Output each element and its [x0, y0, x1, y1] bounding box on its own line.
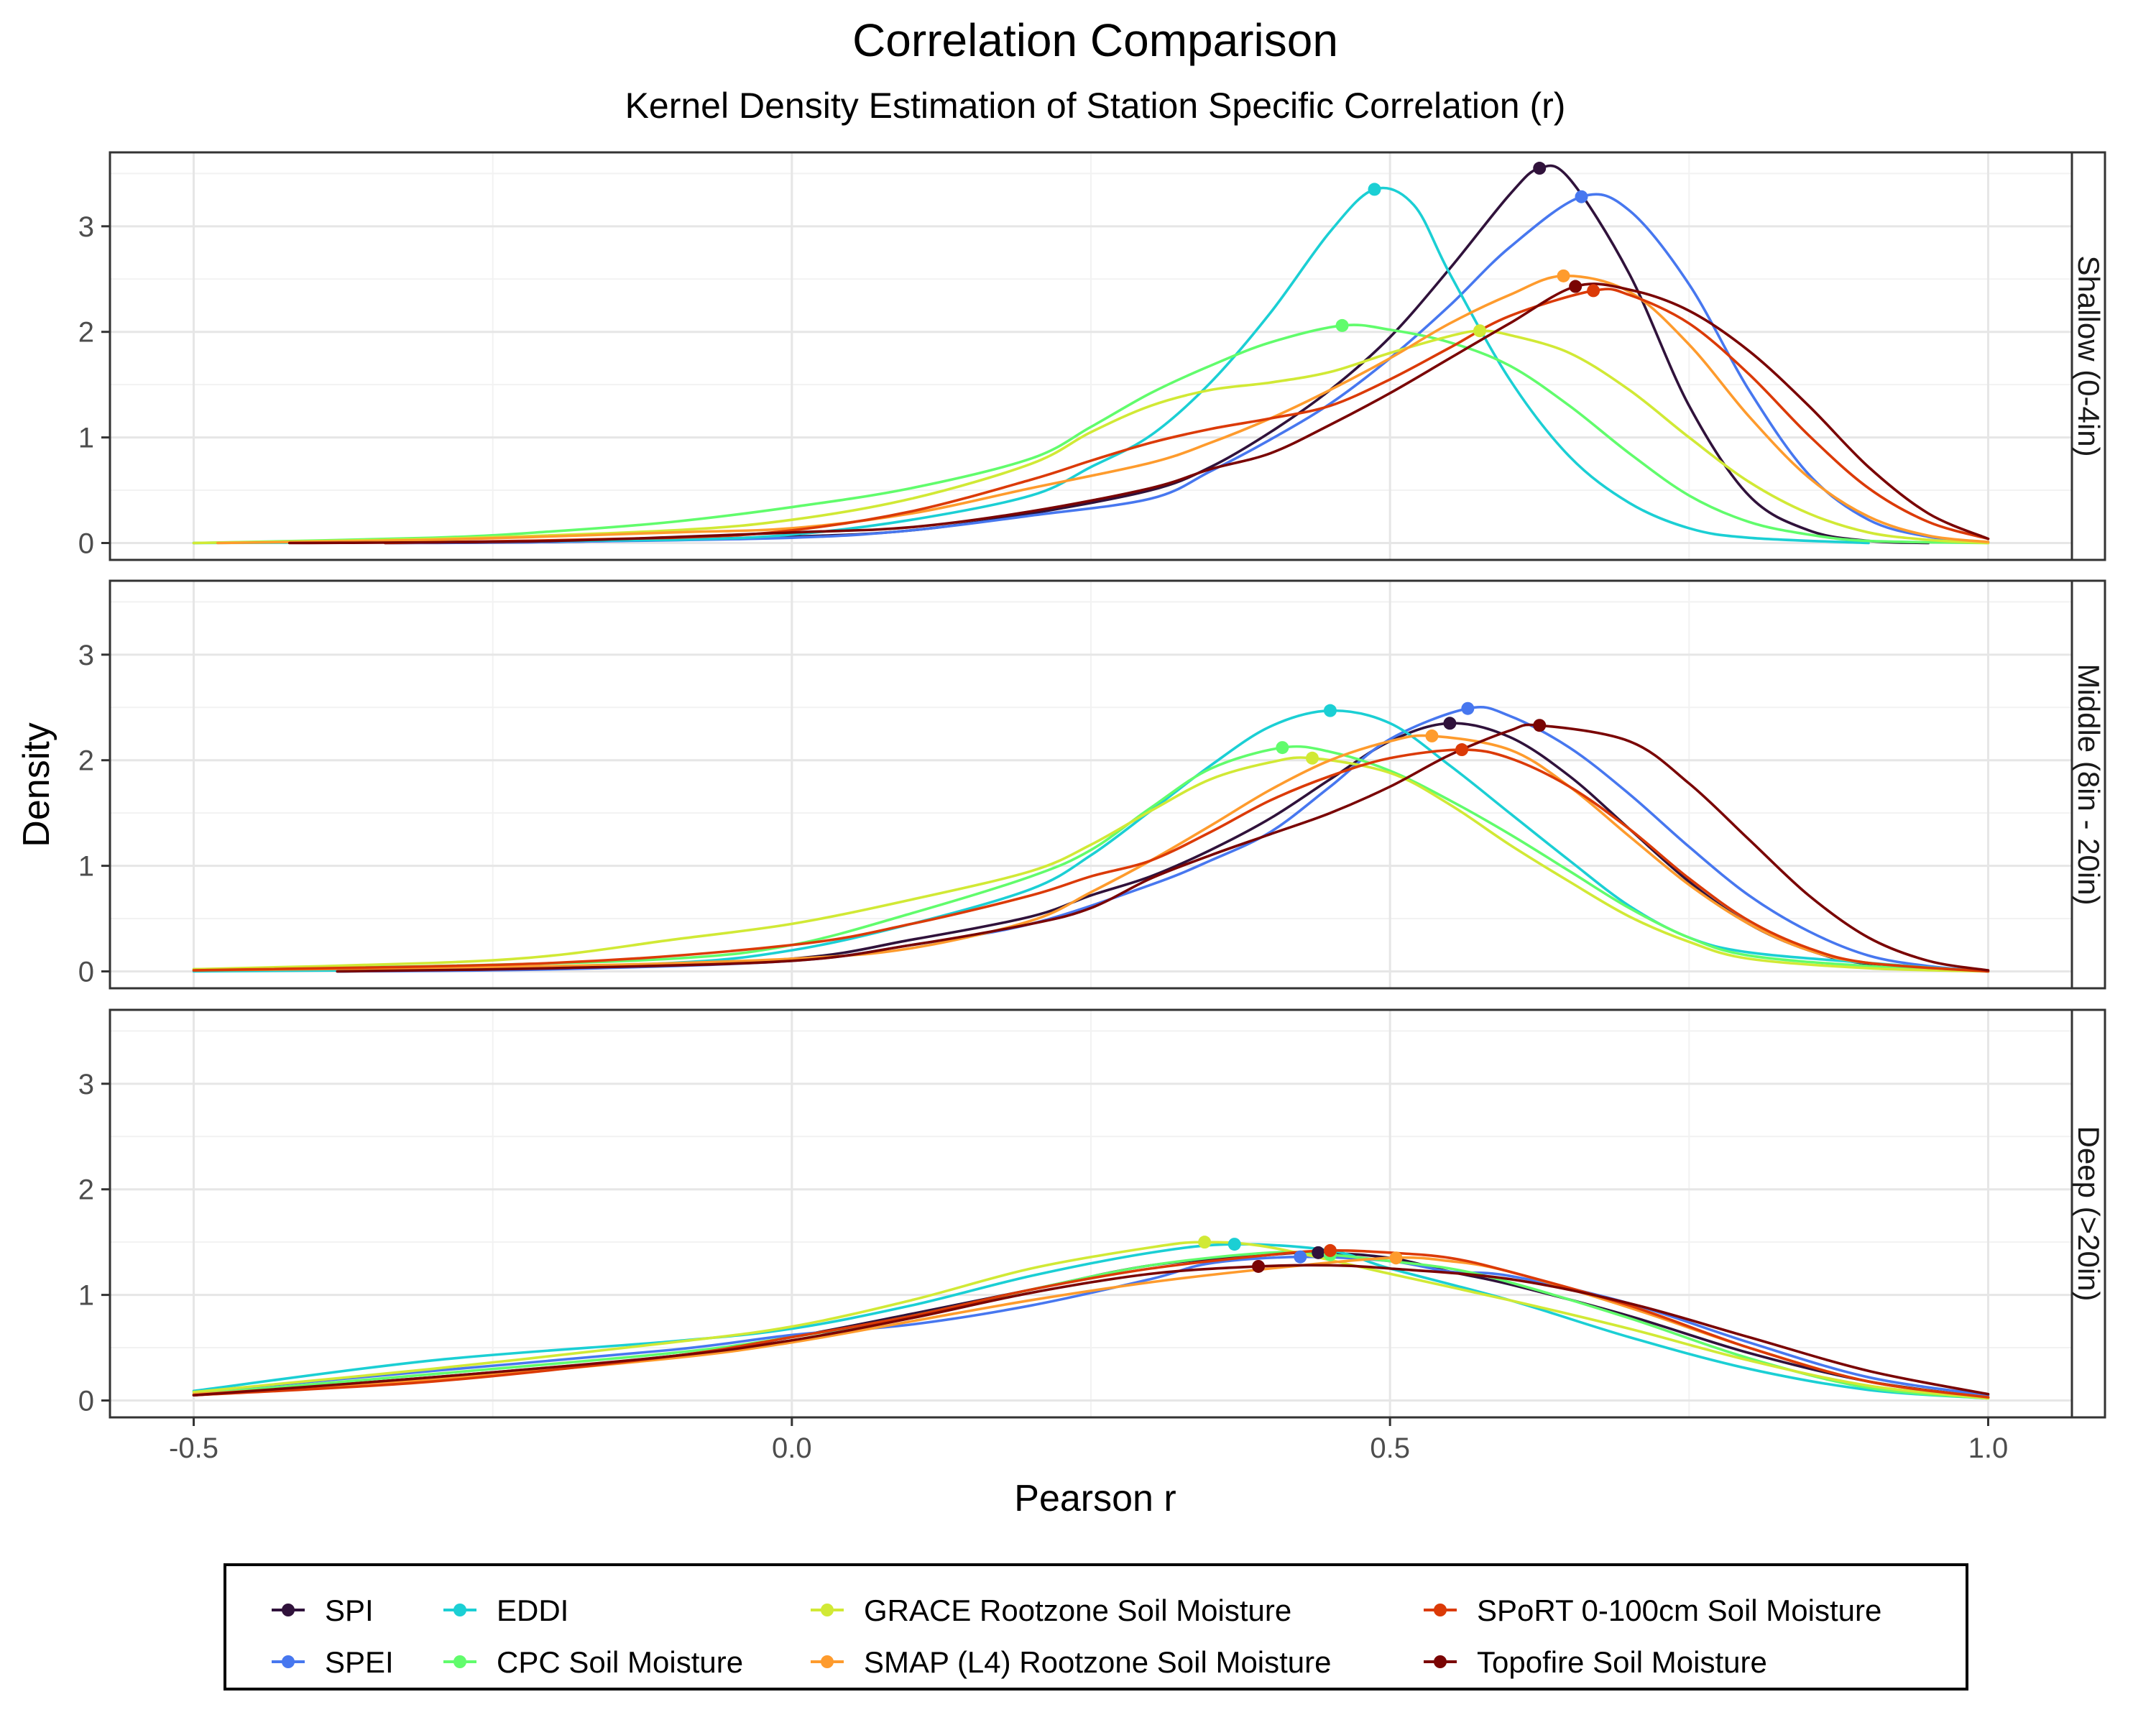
legend-key-point — [282, 1655, 295, 1668]
peak-point — [1533, 719, 1547, 732]
y-tick-label: 1 — [78, 423, 94, 454]
facet-panel: 0 1 2 3 Shallow (0-4in) — [78, 151, 2106, 561]
legend-item: EDDI — [443, 1593, 568, 1627]
y-axis-title: Density — [16, 722, 57, 847]
facet-panels: 0 1 2 3 Shallow (0-4in) 0 1 2 3 Middle (8in - 20i… — [78, 151, 2106, 1419]
x-tick-label: 0.5 — [1370, 1432, 1410, 1464]
peak-point — [1557, 269, 1570, 282]
peak-point — [1425, 729, 1439, 742]
y-tick-label: 0 — [78, 528, 94, 559]
y-tick-label: 3 — [78, 1069, 94, 1100]
facet-strip-label: Middle (8in - 20in) — [2072, 663, 2106, 905]
density-curve — [384, 288, 1990, 545]
peak-point — [1312, 1246, 1325, 1259]
legend-key-point — [821, 1604, 834, 1616]
peak-point — [1335, 318, 1349, 332]
legend-item: Topofire Soil Moisture — [1424, 1645, 1767, 1679]
legend-label: CPC Soil Moisture — [497, 1645, 743, 1679]
chart-subtitle: Kernel Density Estimation of Station Spe… — [625, 86, 1566, 126]
facet-strip-label: Deep (>20in) — [2072, 1126, 2106, 1302]
density-curve — [192, 1264, 1990, 1397]
density-curve — [192, 756, 1990, 973]
peak-point — [1305, 751, 1319, 765]
facet-panel: 0 1 2 3 Deep (>20in) — [78, 1008, 2106, 1419]
legend-label: Topofire Soil Moisture — [1477, 1645, 1767, 1679]
legend-item: GRACE Rootzone Soil Moisture — [811, 1593, 1291, 1627]
density-curve — [192, 329, 1990, 545]
density-curve — [336, 723, 1990, 973]
x-tick-label: 0.0 — [772, 1432, 812, 1464]
legend-key-point — [282, 1604, 295, 1616]
x-axis: -0.5 0.0 0.5 1.0 — [169, 1417, 2008, 1464]
peak-point — [1227, 1238, 1241, 1251]
peak-point — [1294, 1250, 1307, 1264]
density-curve — [216, 275, 1990, 545]
peak-point — [1455, 743, 1469, 757]
y-tick-label: 3 — [78, 640, 94, 671]
peak-point — [1443, 717, 1457, 730]
facet-strip — [2070, 1008, 2106, 1419]
legend-key-point — [821, 1655, 834, 1668]
peak-point — [1461, 702, 1475, 715]
legend-key-point — [453, 1604, 466, 1616]
peak-point — [1575, 190, 1588, 203]
peak-point — [1198, 1236, 1212, 1249]
legend-label: SPoRT 0-100cm Soil Moisture — [1477, 1593, 1881, 1627]
legend-item: CPC Soil Moisture — [443, 1645, 743, 1679]
density-curve — [192, 1241, 1990, 1400]
y-tick-label: 1 — [78, 851, 94, 883]
y-tick-label: 2 — [78, 317, 94, 349]
y-tick-label: 3 — [78, 211, 94, 243]
peak-point — [1473, 324, 1487, 338]
peak-point — [1368, 183, 1381, 196]
legend-item: SPoRT 0-100cm Soil Moisture — [1424, 1593, 1881, 1627]
density-curve — [192, 1243, 1990, 1400]
peak-point — [1569, 280, 1583, 293]
density-curve — [192, 745, 1990, 973]
legend-label: GRACE Rootzone Soil Moisture — [864, 1593, 1291, 1627]
facet-strip — [2070, 579, 2106, 990]
peak-point — [1533, 162, 1547, 175]
x-tick-label: -0.5 — [169, 1432, 218, 1464]
legend: SPI SPEI EDDI CPC Soil Moisture GRACE Rootzo… — [224, 1563, 1968, 1690]
y-tick-label: 2 — [78, 745, 94, 777]
legend-key-point — [1434, 1604, 1447, 1616]
density-curve — [192, 323, 1990, 545]
legend-item: SPEI — [272, 1645, 394, 1679]
density-curve — [192, 734, 1990, 973]
chart-title: Correlation Comparison — [852, 14, 1338, 66]
legend-label: EDDI — [497, 1593, 568, 1627]
legend-label: SPEI — [325, 1645, 394, 1679]
legend-label: SMAP (L4) Rootzone Soil Moisture — [864, 1645, 1332, 1679]
density-curve — [192, 748, 1990, 973]
peak-point — [1276, 741, 1289, 755]
y-tick-label: 0 — [78, 1385, 94, 1417]
legend-item: SPI — [272, 1593, 374, 1627]
density-curve — [192, 186, 1870, 545]
facet-panel: 0 1 2 3 Middle (8in - 20in) — [78, 579, 2106, 990]
legend-key-point — [1434, 1655, 1447, 1668]
facet-strip — [2070, 151, 2106, 561]
y-tick-label: 2 — [78, 1174, 94, 1206]
peak-point — [1389, 1251, 1403, 1265]
legend-box — [224, 1563, 1968, 1690]
y-tick-label: 1 — [78, 1280, 94, 1312]
x-axis-title: Pearson r — [1014, 1478, 1176, 1519]
density-curve — [192, 1251, 1990, 1400]
peak-point — [1587, 284, 1600, 298]
peak-point — [1323, 704, 1337, 717]
legend-label: SPI — [325, 1593, 374, 1627]
peak-point — [1252, 1259, 1266, 1273]
density-curve — [192, 1255, 1990, 1397]
peak-point — [1323, 1243, 1337, 1257]
y-tick-label: 0 — [78, 956, 94, 988]
facet-strip-label: Shallow (0-4in) — [2072, 255, 2106, 456]
legend-key-point — [453, 1655, 466, 1668]
density-curve — [287, 282, 1990, 545]
legend-item: SMAP (L4) Rootzone Soil Moisture — [811, 1645, 1332, 1679]
x-tick-label: 1.0 — [1968, 1432, 2009, 1464]
